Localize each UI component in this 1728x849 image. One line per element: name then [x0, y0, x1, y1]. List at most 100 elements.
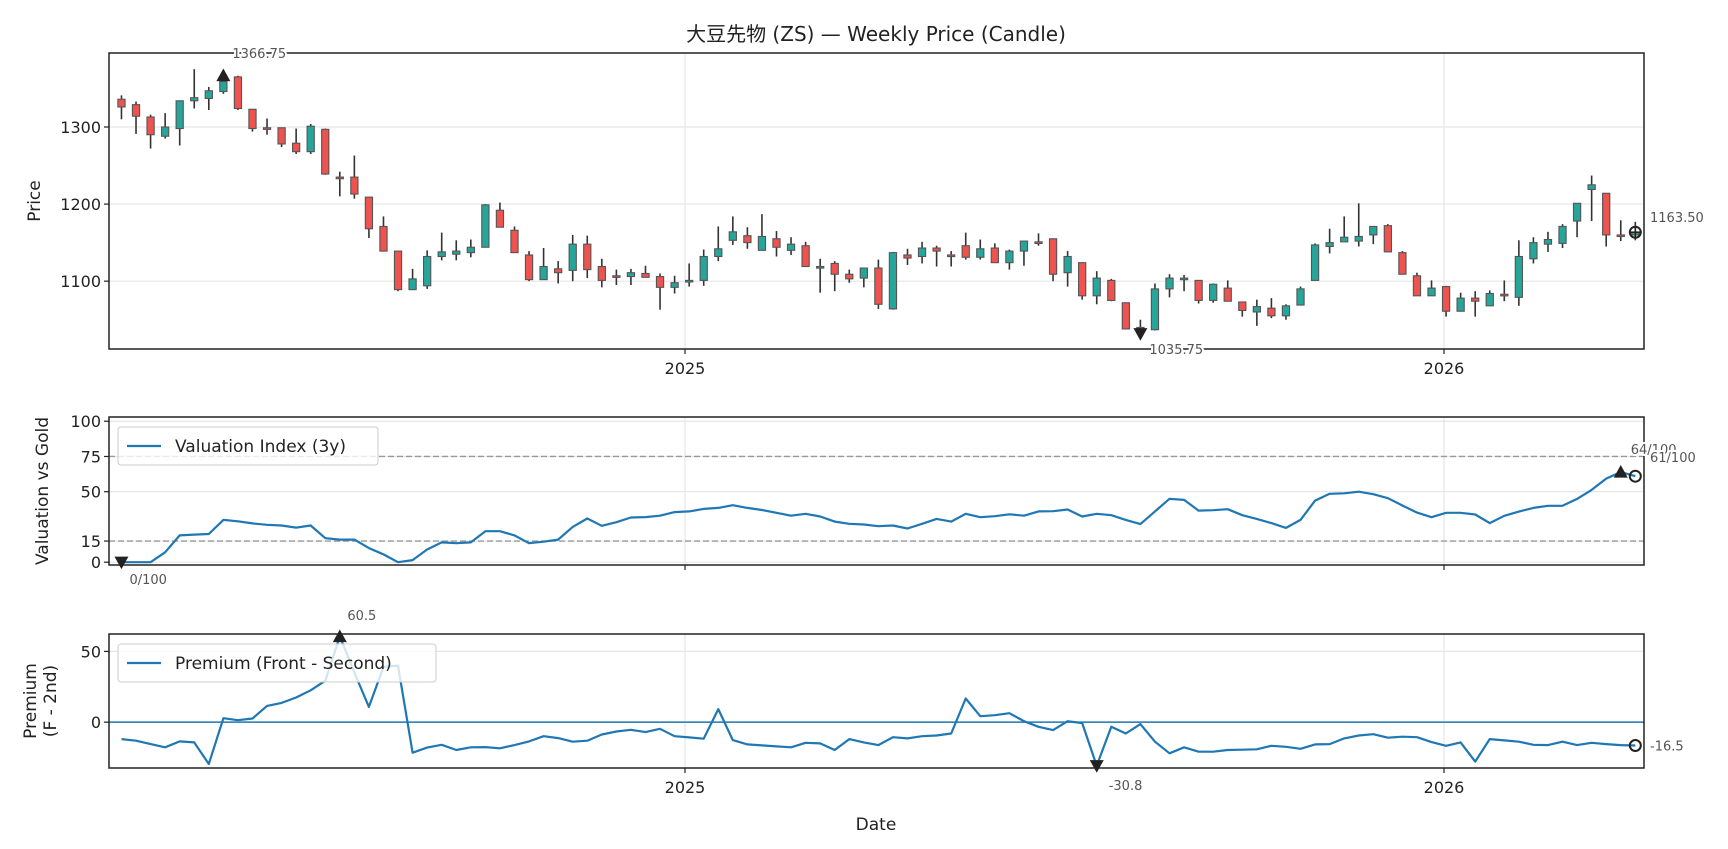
candle-body: [699, 255, 708, 281]
candle: [670, 275, 679, 294]
last-value-label: -16.5: [1650, 740, 1684, 755]
candle: [117, 95, 126, 120]
candle-body: [1587, 184, 1596, 190]
candle-body: [1500, 293, 1509, 297]
candle-body: [233, 76, 243, 110]
candle: [1179, 275, 1189, 292]
chart-title: 大豆先物 (ZS) — Weekly Price (Candle): [686, 22, 1066, 46]
candle: [408, 268, 417, 291]
candle-body: [131, 104, 141, 117]
candle: [1107, 278, 1116, 302]
candle-body: [1267, 307, 1276, 317]
candle-body: [1471, 297, 1480, 302]
candle-body: [801, 245, 810, 268]
annotation-last: 61/100: [1628, 449, 1698, 483]
annotation-max: 60.5: [332, 607, 378, 643]
candle: [321, 128, 330, 175]
candle: [1572, 202, 1582, 238]
candle-body: [757, 235, 767, 251]
candle: [845, 269, 854, 283]
max-value-label: 60.5: [347, 609, 376, 624]
candle: [277, 127, 286, 148]
legend: Premium (Front - Second): [117, 643, 437, 683]
min-value-label: 1035.75: [1149, 343, 1203, 358]
candle: [1063, 251, 1072, 287]
candle: [1587, 175, 1596, 222]
last-value-label: 61/100: [1650, 451, 1696, 466]
candle-body: [452, 250, 461, 255]
annotation-min: 1035.75: [1133, 328, 1205, 360]
candle-body: [117, 98, 126, 108]
candle-body: [932, 247, 941, 252]
y-tick-label: 1100: [60, 272, 101, 291]
candle: [204, 86, 213, 111]
candle: [786, 237, 796, 255]
price-y-axis-label: Price: [25, 180, 45, 221]
candle: [859, 267, 868, 288]
candle-body: [1179, 277, 1189, 281]
candle-body: [393, 250, 403, 291]
candle-body: [845, 273, 854, 280]
min-marker-triangle-down-icon: [114, 556, 129, 570]
y-tick-label: 50: [81, 483, 101, 502]
candle-body: [1340, 236, 1349, 243]
candle-body: [1616, 234, 1625, 238]
candle-body: [262, 127, 272, 130]
candle: [888, 251, 898, 310]
candle: [175, 100, 184, 146]
candle: [772, 231, 781, 257]
candle: [743, 227, 752, 249]
candle: [1398, 251, 1407, 275]
candle-body: [350, 176, 359, 195]
candle-body: [1441, 286, 1451, 312]
candle-body: [743, 235, 752, 244]
candle: [1558, 224, 1567, 249]
candle-body: [1019, 240, 1029, 252]
candle: [160, 113, 170, 139]
candle-body: [1325, 242, 1334, 248]
candle: [1150, 283, 1160, 331]
candle-body: [146, 116, 155, 136]
candle: [1194, 279, 1203, 304]
last-marker-circle-icon: [1628, 739, 1642, 753]
candle: [1165, 274, 1174, 298]
candle-body: [1209, 283, 1218, 301]
candle: [1223, 280, 1232, 302]
candle-body: [1150, 288, 1160, 331]
y-tick-label: 100: [70, 412, 101, 431]
candle-body: [1063, 255, 1072, 274]
annotation-last: 1163.50: [1628, 209, 1706, 239]
candle: [568, 234, 577, 282]
last-marker-circle-icon: [1628, 469, 1642, 483]
candle: [714, 226, 723, 262]
candle-body: [291, 142, 301, 153]
candle-body: [874, 267, 883, 305]
candle-body: [1514, 255, 1524, 298]
candle-body: [1602, 192, 1611, 236]
candle: [1048, 238, 1058, 282]
candle-body: [1121, 302, 1130, 330]
candle: [1296, 286, 1305, 306]
premium-y-axis-label-line1: Premium: [21, 663, 41, 739]
candle-body: [481, 204, 490, 248]
candle-body: [655, 275, 665, 288]
candle: [612, 269, 621, 286]
candle-body: [1078, 262, 1087, 297]
series-line: [121, 470, 1636, 564]
candle: [1019, 240, 1029, 266]
candle: [1310, 243, 1320, 281]
candle: [437, 232, 446, 261]
candle: [452, 240, 461, 261]
candle: [393, 250, 403, 292]
candle: [801, 241, 810, 268]
candle: [1543, 231, 1553, 252]
candle: [1340, 216, 1349, 243]
candle: [903, 248, 912, 265]
x-axis-label: Date: [856, 815, 897, 835]
candle-body: [1354, 235, 1363, 242]
x-tick-label: 2025: [665, 359, 706, 378]
candle-body: [248, 108, 257, 130]
candle-body: [1223, 287, 1232, 302]
max-marker-triangle-up-icon: [216, 68, 231, 82]
legend-box: [117, 426, 379, 466]
